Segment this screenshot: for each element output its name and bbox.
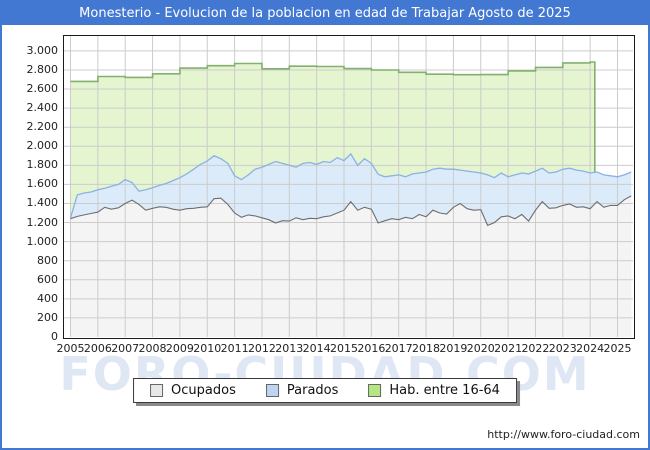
- y-tick-label: 0: [51, 330, 58, 343]
- y-tick-label: 1.000: [26, 234, 59, 248]
- x-tick-label: 2023: [548, 342, 577, 355]
- legend-item: Hab. entre 16-64: [368, 383, 500, 398]
- chart-title: Monesterio - Evolucion de la poblacion e…: [2, 2, 648, 25]
- legend-swatch-icon: [150, 384, 164, 397]
- y-tick-label: 2.000: [26, 139, 59, 153]
- x-tick-label: 2017: [384, 342, 413, 355]
- legend-swatch-icon: [265, 384, 279, 397]
- y-tick-label: 1.800: [26, 158, 59, 172]
- x-tick-label: 2022: [521, 342, 550, 355]
- source-url: http://www.foro-ciudad.com: [487, 428, 640, 441]
- x-tick-label: 2009: [165, 342, 194, 355]
- legend-label: Ocupados: [171, 383, 236, 398]
- y-tick-label: 800: [37, 253, 58, 267]
- x-tick-label: 2008: [138, 342, 167, 355]
- y-tick-label: 3.000: [26, 43, 59, 57]
- y-tick-label: 200: [37, 310, 58, 324]
- x-tick-label: 2015: [330, 342, 358, 355]
- y-tick-label: 600: [37, 272, 58, 286]
- x-tick-label: 2006: [83, 342, 112, 355]
- x-tick-label: 2011: [220, 342, 249, 355]
- x-tick-label: 2016: [357, 342, 386, 355]
- legend-swatch-icon: [368, 384, 382, 397]
- x-tick-label: 2019: [439, 342, 468, 355]
- y-tick-label: 400: [37, 291, 58, 305]
- line-parados: [69, 152, 632, 218]
- y-tick-label: 1.600: [26, 177, 59, 191]
- legend: Ocupados Parados Hab. entre 16-64: [133, 378, 517, 403]
- x-tick-label: 2013: [275, 342, 304, 355]
- x-tick-label: 2005: [56, 342, 85, 355]
- legend-item: Parados: [265, 383, 339, 398]
- x-tick-label: 2021: [494, 342, 523, 355]
- x-tick-label: 2010: [193, 342, 222, 355]
- legend-item: Ocupados: [150, 383, 236, 398]
- x-tick-label: 2020: [466, 342, 495, 355]
- x-tick-label: 2024: [576, 342, 605, 355]
- plot-svg: [64, 36, 633, 337]
- line-hab-16-64: [70, 61, 596, 172]
- x-tick-label: 2014: [302, 342, 331, 355]
- y-tick-label: 2.400: [26, 101, 59, 115]
- y-tick-label: 1.400: [26, 196, 59, 210]
- area-ocupados: [70, 195, 632, 337]
- y-tick-label: 2.600: [26, 82, 59, 96]
- y-tick-label: 2.200: [26, 120, 59, 134]
- x-tick-label: 2007: [111, 342, 140, 355]
- x-tick-label: 2018: [412, 342, 441, 355]
- x-tick-label: 2012: [247, 342, 276, 355]
- legend-label: Hab. entre 16-64: [389, 383, 500, 398]
- line-ocupados: [70, 195, 632, 227]
- y-tick-label: 2.800: [26, 62, 59, 76]
- legend-label: Parados: [286, 383, 339, 398]
- y-tick-label: 1.200: [26, 215, 59, 229]
- x-tick-label: 2025: [603, 342, 632, 355]
